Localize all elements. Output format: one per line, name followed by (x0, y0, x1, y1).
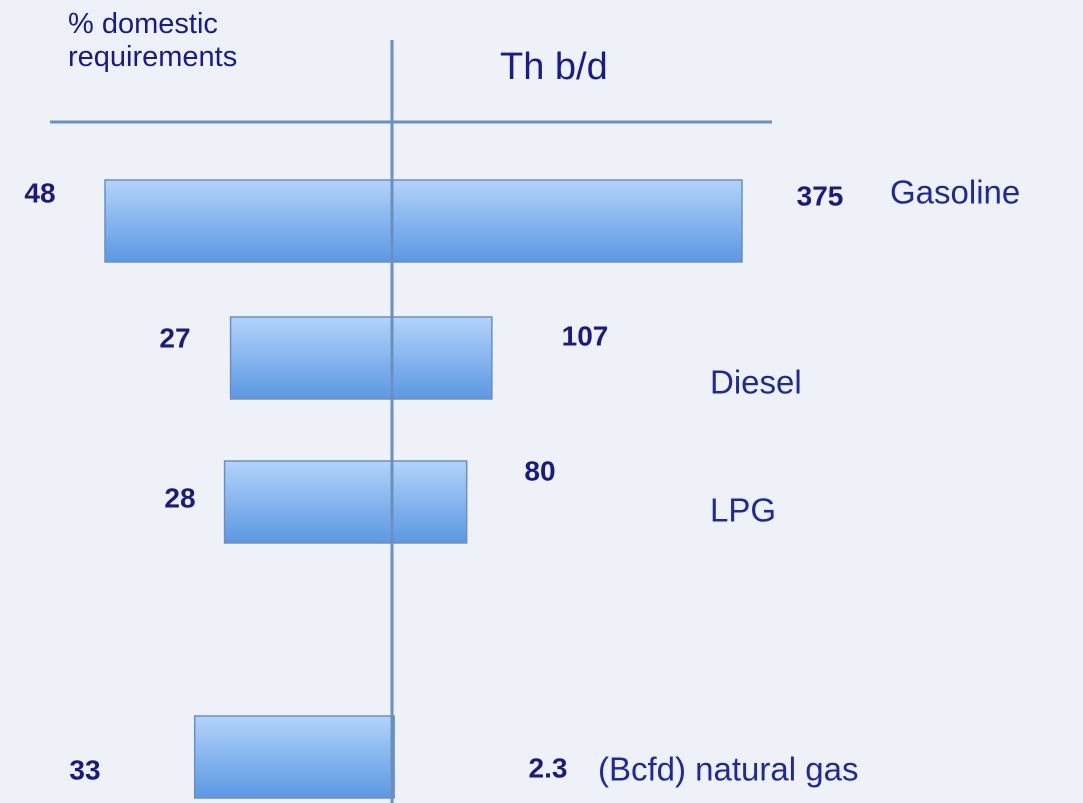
left-bar (223, 460, 393, 544)
left-value-label: 33 (69, 754, 100, 785)
right-bar (391, 179, 743, 263)
left-bar (229, 316, 393, 400)
right-value-label: 107 (562, 320, 609, 351)
category-label: (Bcfd) natural gas (598, 751, 858, 788)
category-label: Gasoline (890, 174, 1020, 211)
left-value-label: 48 (24, 177, 55, 208)
right-bar (391, 460, 468, 544)
right-header: Th b/d (500, 46, 608, 88)
category-label: LPG (710, 492, 776, 529)
left-bar (193, 715, 393, 799)
right-value-label: 375 (797, 180, 844, 211)
left-value-label: 27 (159, 322, 190, 353)
left-bar (104, 179, 393, 263)
right-value-label: 2.3 (529, 752, 568, 783)
category-label: Diesel (710, 364, 802, 401)
left-header: % domestic requirements (68, 8, 238, 73)
left-value-label: 28 (164, 482, 195, 513)
right-bar (391, 316, 493, 400)
right-value-label: 80 (524, 455, 555, 486)
